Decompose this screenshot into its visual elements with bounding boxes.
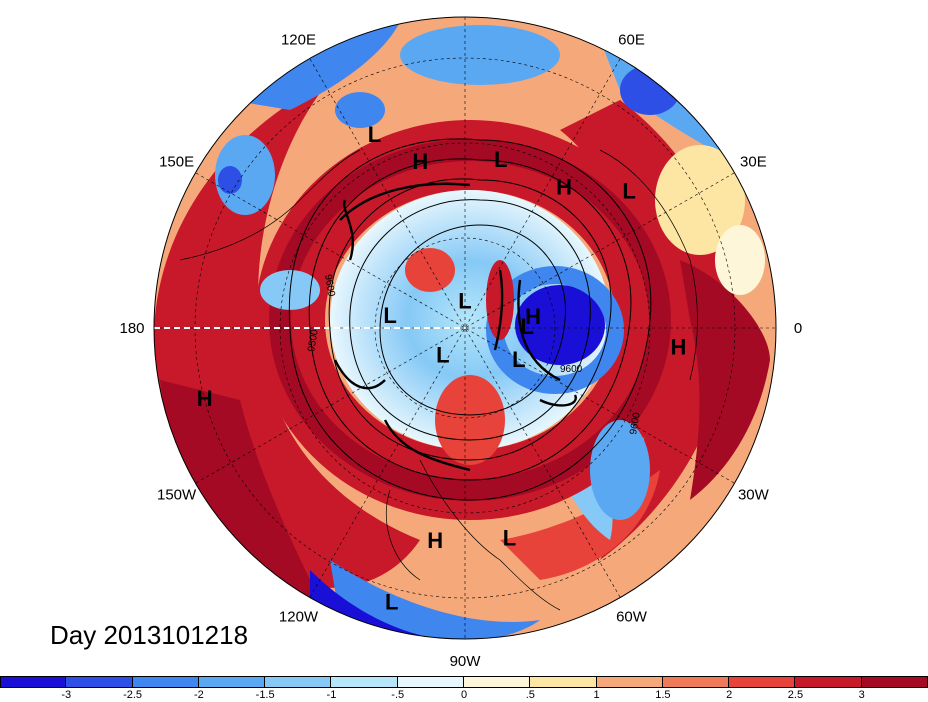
- colorbar-tick-label: -1: [326, 689, 337, 701]
- contour-label: 9500: [306, 328, 321, 352]
- colorbar-tick-label: -2: [193, 689, 204, 701]
- longitude-label: 60W: [616, 608, 648, 625]
- low-pressure-marker: L: [512, 347, 525, 372]
- contour-label: 9600: [628, 411, 643, 435]
- longitude-label: 120W: [279, 608, 319, 625]
- colorbar-tick-label: .5: [525, 689, 535, 701]
- colorbar-swatch: [132, 676, 199, 688]
- longitude-labels: 90E 60E 30E 0 30W 60W 90W 120W 150W 180 150E 120E: [119, 0, 802, 670]
- low-pressure-marker: L: [503, 526, 516, 551]
- colorbar-swatch: [265, 676, 332, 688]
- colorbar-swatch: [464, 676, 531, 688]
- colorbar-tick-label: -3: [61, 689, 72, 701]
- high-pressure-marker: H: [197, 386, 213, 411]
- colorbar-tick-label: 0: [460, 689, 468, 701]
- high-pressure-marker: H: [412, 149, 428, 174]
- colorbar-swatch: [861, 676, 928, 688]
- low-pressure-marker: L: [520, 314, 533, 339]
- longitude-label: 0: [794, 320, 802, 337]
- low-pressure-marker: L: [458, 288, 471, 313]
- longitude-label: 120E: [281, 32, 316, 49]
- date-title: Day 2013101218: [50, 620, 249, 650]
- colorbar-swatch: [530, 676, 597, 688]
- colorbar-swatch: [198, 676, 266, 688]
- contour-labels: 9600 9600 9500 9600: [306, 274, 643, 436]
- high-pressure-marker: H: [525, 304, 541, 329]
- colorbar-tick-label: 1: [593, 689, 600, 701]
- colorbar-swatch: [729, 676, 796, 688]
- colorbar-swatch: [596, 676, 663, 688]
- longitude-label: 30W: [738, 487, 770, 504]
- colorbar-tick-label: -.5: [391, 689, 405, 701]
- low-pressure-marker: L: [494, 147, 507, 172]
- jet-contours: [333, 182, 577, 472]
- colorbar: -3 -2.5 -2 -1.5 -1 -.5 0 .5 1 1.5 2 2.5 3: [0, 676, 928, 702]
- longitude-label: 30E: [740, 154, 767, 171]
- colorbar-tick-label: -1.5: [255, 689, 275, 701]
- colorbar-swatch: [66, 676, 133, 688]
- high-pressure-marker: H: [670, 335, 686, 360]
- coastlines: [179, 149, 698, 611]
- low-pressure-marker: L: [383, 303, 396, 328]
- colorbar-tick-label: 3: [858, 689, 865, 701]
- low-pressure-marker: L: [436, 343, 449, 368]
- colorbar-swatch: [795, 676, 862, 688]
- contour-label: 9600: [560, 364, 583, 375]
- colorbar-tick-label: 1.5: [655, 689, 671, 701]
- longitude-label: 90W: [450, 653, 482, 670]
- longitude-label: 150W: [157, 487, 197, 504]
- colorbar-swatch: [331, 676, 398, 688]
- low-pressure-marker: L: [622, 178, 635, 203]
- longitude-label: 60E: [618, 32, 645, 49]
- longitude-label: 150E: [159, 154, 194, 171]
- contour-label: 9600: [322, 274, 337, 298]
- colorbar-swatch: [397, 676, 464, 688]
- high-pressure-marker: H: [427, 528, 443, 553]
- colorbar-tick-label: 2: [726, 689, 733, 701]
- colorbar-tick-label: 2.5: [787, 689, 804, 701]
- colorbar-tick-label: -2.5: [123, 689, 143, 701]
- colorbar-swatch: [0, 676, 67, 688]
- colorbar-swatch: [662, 676, 730, 688]
- longitude-label: 90E: [452, 0, 479, 4]
- low-pressure-marker: L: [368, 122, 381, 147]
- longitude-label: 180: [119, 320, 144, 337]
- high-pressure-marker: H: [556, 175, 572, 200]
- map-boundary: [153, 16, 777, 640]
- low-pressure-marker: L: [385, 590, 398, 615]
